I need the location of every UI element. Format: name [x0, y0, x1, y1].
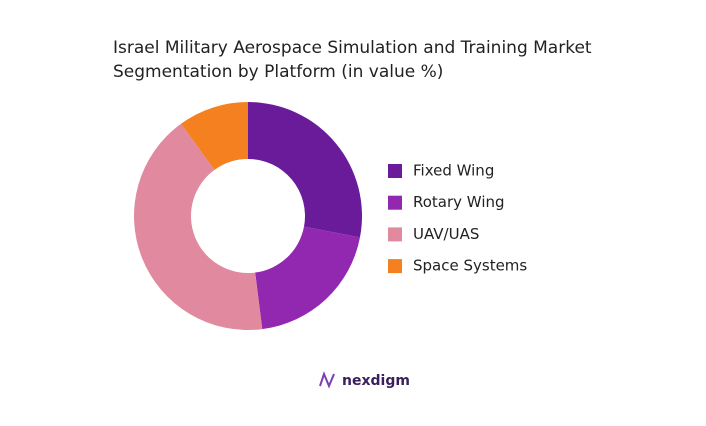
legend-label: Rotary Wing [413, 193, 505, 211]
brand-name: nexdigm [342, 373, 410, 389]
chart-title: Segmentation by Platform (in value %) [113, 62, 443, 82]
legend-label: Space Systems [413, 257, 527, 275]
legend-label: Fixed Wing [413, 162, 494, 180]
donut-slice [255, 226, 360, 330]
legend-swatch [388, 195, 402, 210]
donut-slice [248, 102, 362, 238]
legend-swatch [388, 164, 402, 178]
legend-swatch [388, 227, 402, 242]
donut-slice [180, 102, 248, 170]
legend-swatch [388, 259, 402, 274]
brand-logo [319, 371, 335, 389]
donut-slice [133, 123, 263, 330]
chart-title: Israel Military Aerospace Simulation and… [113, 38, 592, 58]
legend-label: UAV/UAS [413, 225, 479, 243]
